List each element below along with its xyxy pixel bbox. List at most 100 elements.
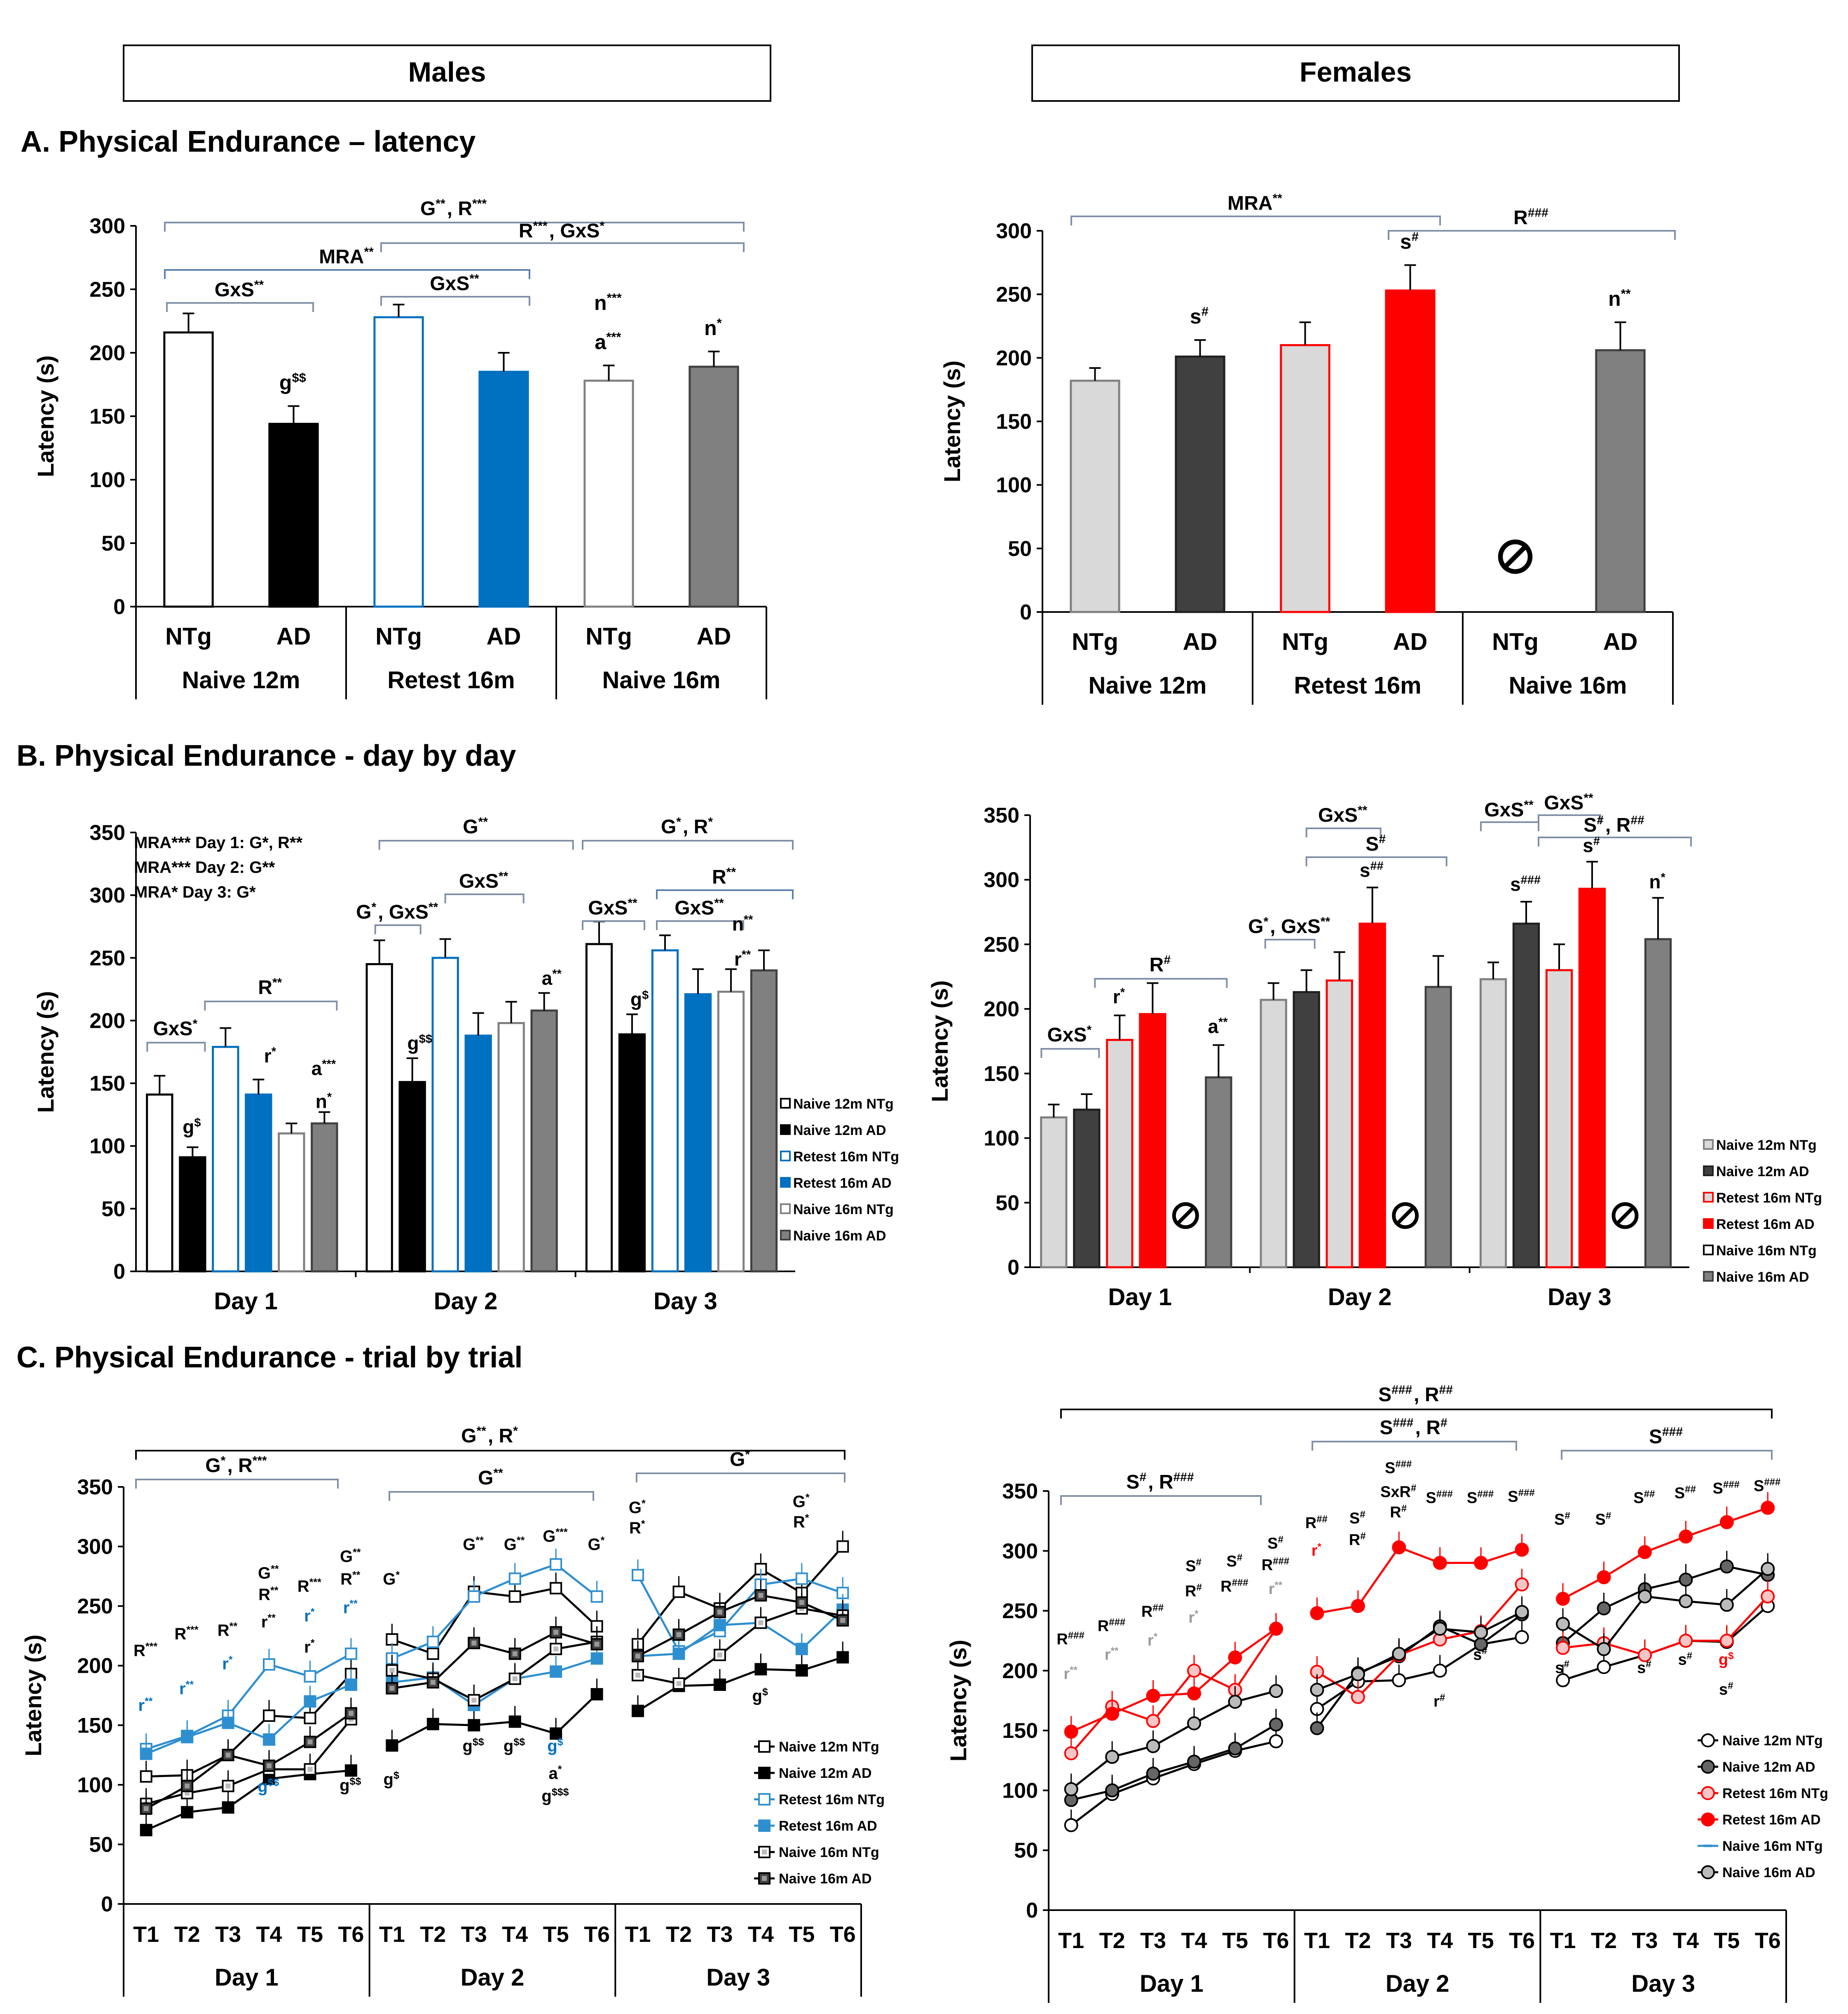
stat-text: G [383, 1570, 396, 1588]
chart-panels: 0 50 100 150 200 250 300 Latency (s) NTg Naive 12… [20, 192, 1828, 2003]
c-males-annotation: g$ [752, 1686, 770, 1705]
stat-baseline [276, 1045, 278, 1067]
b-males-y-tick-label: 300 [89, 884, 125, 907]
c-males-data-point [713, 1619, 726, 1632]
c-males-trial-label: T6 [830, 1922, 856, 1947]
b-males-y-tick-label: 50 [101, 1197, 125, 1221]
stat-baseline [1683, 1426, 1684, 1448]
c-males-trial-label: T3 [215, 1922, 241, 1947]
b-males-bracket [444, 893, 525, 903]
stat-baseline [563, 1737, 564, 1755]
b-females-bracket [1040, 1048, 1100, 1058]
stat-baseline [1734, 1651, 1735, 1668]
a-females-cohort-label: Naive 16m [1509, 672, 1627, 699]
b-males-bar [365, 963, 393, 1273]
c-females-series-line [1071, 1723, 1277, 1801]
c-males-annotation: g$$ [504, 1736, 527, 1755]
c-males-data-point-pattern [758, 1620, 764, 1625]
stat-superscript: * [229, 1654, 233, 1665]
stat-text: S [1378, 1384, 1391, 1406]
stat-baseline [649, 989, 650, 1010]
a-males-category-label: NTg [165, 623, 212, 650]
c-males-legend-label: Retest 16m NTg [779, 1792, 885, 1808]
stat-superscript: ### [1068, 1630, 1084, 1641]
c-males-annotation: R*** [134, 1641, 159, 1660]
b-females-bracket [1538, 837, 1692, 846]
c-males-data-point-pattern [594, 1641, 600, 1647]
stat-baseline [1202, 1558, 1203, 1575]
stat-superscript: * [1087, 1023, 1092, 1037]
stat-text: G [258, 1564, 271, 1583]
stat-text: g [183, 1116, 194, 1138]
c-females-series-line [1316, 1611, 1522, 1691]
stat-text: , R [1605, 814, 1630, 836]
stat-baseline [1209, 305, 1210, 328]
a-males-bracket-gxs1 [166, 302, 314, 312]
stat-superscript: ** [628, 896, 637, 910]
a-males-y-tick-label: 250 [89, 278, 125, 302]
stat-superscript: * [1120, 986, 1125, 999]
stat-text: n [732, 913, 744, 935]
stat-text: R [1056, 1631, 1068, 1648]
stat-text: r [1063, 1665, 1070, 1683]
c-males-annotation: g$$ [340, 1775, 363, 1794]
stat-text: s [1190, 305, 1202, 328]
stat-superscript: ### [1723, 1479, 1740, 1490]
c-females-series-line [1562, 1568, 1768, 1651]
b-males-bracket-label: GxS** [459, 870, 510, 892]
a-females-bracket-mra [1070, 216, 1441, 225]
stat-text: g [1719, 1651, 1728, 1668]
c-males-data-point-pattern [840, 1618, 846, 1623]
c-males-annotation: G** [504, 1535, 526, 1554]
stat-baseline [568, 1527, 569, 1545]
c-males-data-point [590, 1652, 603, 1665]
c-females-data-point [1719, 1598, 1734, 1612]
c-females-data-point [1433, 1556, 1447, 1570]
stat-baseline [1696, 1484, 1697, 1502]
stat-baseline [321, 1577, 323, 1595]
c-females-data-point [1105, 1750, 1120, 1764]
a-males-bracket-overall [164, 222, 745, 232]
stat-superscript: ** [1621, 286, 1631, 301]
b-females-y-tick-label: 350 [984, 804, 1019, 828]
a-males-y-tick-label: 150 [89, 405, 125, 429]
stat-text: R [1098, 1618, 1109, 1635]
stat-superscript: * [642, 1498, 646, 1510]
c-females-data-point [1064, 1725, 1078, 1739]
stat-text: n [594, 291, 607, 314]
c-females-data-point [1351, 1667, 1365, 1681]
a-males-bracket-retest-label: R*** , GxS* [519, 219, 606, 242]
stat-superscript: ### [1436, 1489, 1453, 1500]
c-females-y-tick-label: 200 [1002, 1659, 1038, 1683]
c-males-annotation: g$$ [462, 1736, 485, 1755]
a-females-bar [1070, 380, 1120, 613]
stat-text: n [1608, 287, 1621, 310]
c-males-data-point [222, 1780, 234, 1792]
stat-baseline [1366, 1510, 1367, 1527]
c-males-bracket [636, 1472, 846, 1482]
stat-text: S [1267, 1535, 1278, 1552]
b-males-y-tick-label: 0 [113, 1260, 125, 1284]
stat-baseline [1535, 1488, 1536, 1505]
c-males-trial-label: T4 [256, 1922, 282, 1947]
stat-baseline [1569, 1660, 1571, 1677]
stat-baseline [479, 273, 481, 295]
a-females-y-tick-label: 250 [996, 283, 1032, 307]
c-females-bracket-label: S### [1649, 1425, 1684, 1448]
stat-baseline [197, 1018, 199, 1040]
c-females-data-point [1433, 1663, 1447, 1678]
b-females-legend-label: Retest 16m NTg [1716, 1190, 1822, 1206]
b-females-legend-swatch [1703, 1165, 1714, 1176]
stat-text: n [704, 317, 717, 340]
c-females-data-point [1556, 1641, 1570, 1655]
stat-superscript: # [1278, 1534, 1283, 1545]
stat-superscript: $$ [292, 370, 306, 385]
b-females-bar [1040, 1116, 1068, 1268]
b-females-y-tick-label: 0 [1007, 1256, 1019, 1280]
stat-text: s [1400, 230, 1412, 253]
c-females-annotation: S# [1227, 1552, 1244, 1570]
stat-superscript: ** [1358, 804, 1368, 817]
b-males-bar [530, 1009, 558, 1273]
stat-text: G [356, 901, 371, 923]
c-males-annotation: G* [629, 1498, 647, 1517]
